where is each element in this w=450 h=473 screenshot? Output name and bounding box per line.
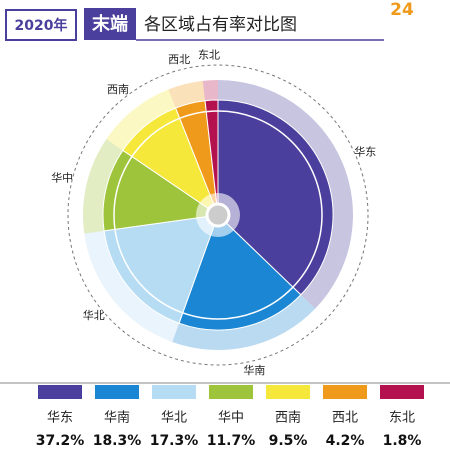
legend: 华东 37.2% 华南 18.3% 华北 17.3% 华中 11.7% 西南 9.5% 西北 4.2%… [36,385,424,449]
slice-label: 华南 [243,363,265,377]
outer-band [83,139,123,234]
slice-label: 东北 [198,48,220,61]
outer-band [218,80,353,309]
value-label: 37.2% [36,433,85,449]
tag-box [84,8,136,40]
legend-label: 东北 [389,411,415,426]
value-label: 4.2% [326,433,365,449]
outer-band [84,230,180,343]
slice [178,214,302,331]
legend-swatch [152,385,196,399]
outer-band [172,294,316,350]
slice [204,99,219,216]
dashed-ring [67,64,369,366]
value-label: 1.8% [383,433,422,449]
legend-swatch [266,385,310,399]
slice-label: 华北 [83,308,105,322]
value-label: 9.5% [269,433,308,449]
legend-label: 西北 [332,411,358,426]
value-label: 17.3% [150,433,199,449]
legend-swatch [323,385,367,399]
legend-swatch [38,385,82,399]
year-box [5,9,77,41]
legend-label: 华中 [218,411,244,426]
legend-swatch [95,385,139,399]
legend-label: 西南 [275,410,301,426]
slice-label: 华东 [354,144,376,158]
slice-label: 西南 [107,83,129,96]
slice-label: 西北 [168,53,190,66]
outer-band [168,80,206,109]
hub [205,202,231,228]
legend-label: 华东 [47,411,73,426]
title: 各区域占有率对比图 [144,15,297,35]
legend-label: 华南 [104,410,130,426]
slice-label: 华中 [51,171,73,185]
year: 2020年 [15,17,68,34]
page-number: 24 [390,0,414,20]
value-label: 11.7% [207,433,256,449]
outer-band [202,80,218,101]
outer-band [106,89,176,151]
slice [217,99,334,296]
legend-swatch [209,385,253,399]
legend-swatch [380,385,424,399]
value-label: 18.3% [93,433,142,449]
inner-ring [113,110,323,320]
legend-label: 华北 [161,411,187,426]
tag: 末端 [92,13,128,35]
